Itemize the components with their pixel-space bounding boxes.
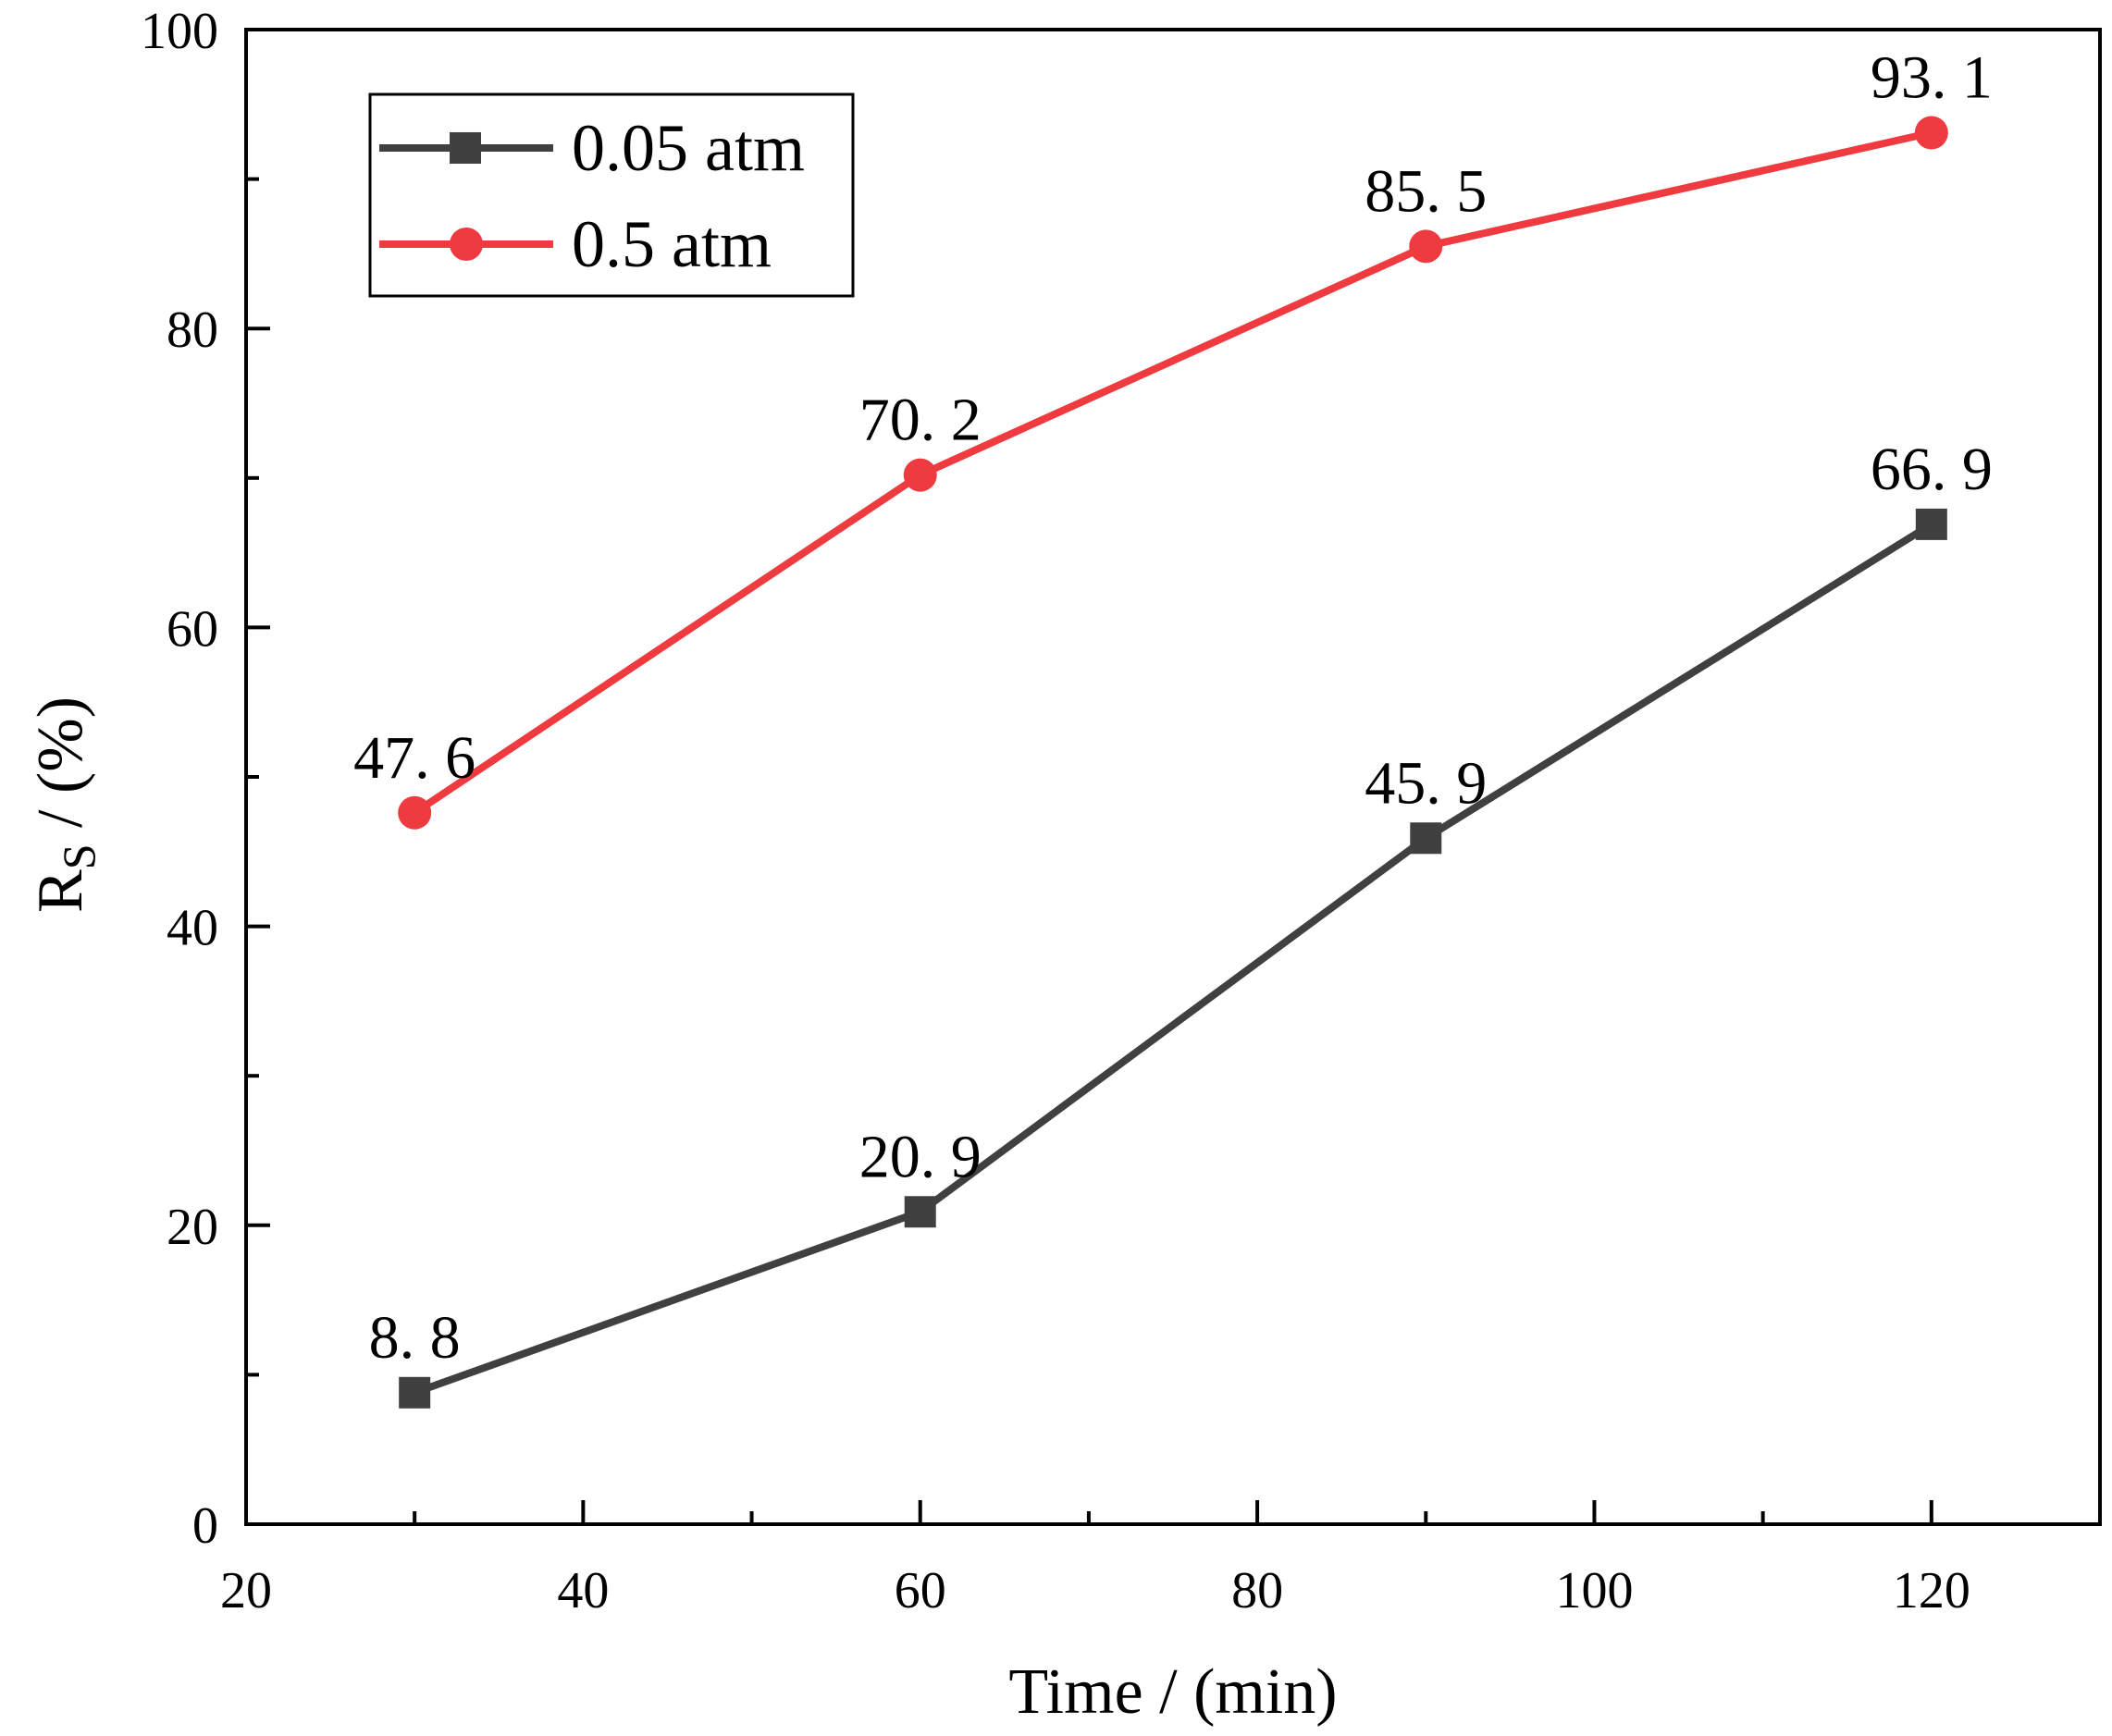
x-tick-label: 100: [1555, 1562, 1633, 1619]
data-label-0-5-atm: 47. 6: [353, 724, 476, 792]
data-point-0-5-atm: [398, 795, 432, 830]
y-tick-label: 80: [167, 302, 218, 359]
legend-label-0-05-atm: 0.05 atm: [572, 111, 805, 185]
data-labels-layer: 8. 8 20. 9 45. 9 66. 9 47. 6 70. 2 85. 5 93. 1: [353, 44, 1993, 1372]
data-label-0-5-atm: 70. 2: [859, 387, 982, 454]
y-tick-label: 100: [141, 3, 218, 60]
data-label-0-05-atm: 66. 9: [1871, 436, 1993, 503]
y-tick-label: 0: [192, 1497, 218, 1555]
data-label-0-05-atm: 45. 9: [1365, 749, 1487, 817]
legend-box: [368, 92, 855, 298]
legend-label-0-5-atm: 0.5 atm: [572, 207, 772, 281]
legend: 0.05 atm 0.5 atm: [368, 92, 855, 298]
series-layer: [398, 116, 1948, 1409]
legend-marker-0-5-atm: [450, 228, 483, 261]
data-point-0-05-atm: [1410, 822, 1442, 855]
data-point-0-5-atm: [903, 458, 937, 492]
legend-marker-0-05-atm: [450, 132, 481, 164]
x-tick-label: 40: [557, 1562, 609, 1619]
data-point-0-05-atm: [904, 1196, 936, 1228]
data-point-0-05-atm: [1915, 508, 1947, 540]
series-line-0-05-atm: [413, 521, 1933, 1397]
data-label-0-5-atm: 85. 5: [1365, 157, 1487, 225]
y-tick-label: 60: [167, 600, 218, 658]
y-tick-label: 20: [167, 1199, 218, 1256]
series-line-0-5-atm: [412, 129, 1933, 817]
x-tick-label: 20: [220, 1562, 272, 1619]
x-tick-label: 60: [895, 1562, 946, 1619]
data-label-0-05-atm: 20. 9: [859, 1123, 982, 1190]
data-label-0-05-atm: 8. 8: [369, 1304, 461, 1372]
y-tick-label: 40: [167, 900, 218, 957]
data-point-0-05-atm: [399, 1376, 431, 1409]
data-point-0-5-atm: [1914, 116, 1948, 150]
x-tick-label: 120: [1893, 1562, 1970, 1619]
y-axis-title: RS / (%): [25, 696, 105, 913]
data-label-0-5-atm: 93. 1: [1871, 44, 1993, 112]
x-axis-title: Time / (min): [1008, 1656, 1337, 1728]
data-point-0-5-atm: [1409, 229, 1443, 264]
x-tick-label: 80: [1231, 1562, 1283, 1619]
